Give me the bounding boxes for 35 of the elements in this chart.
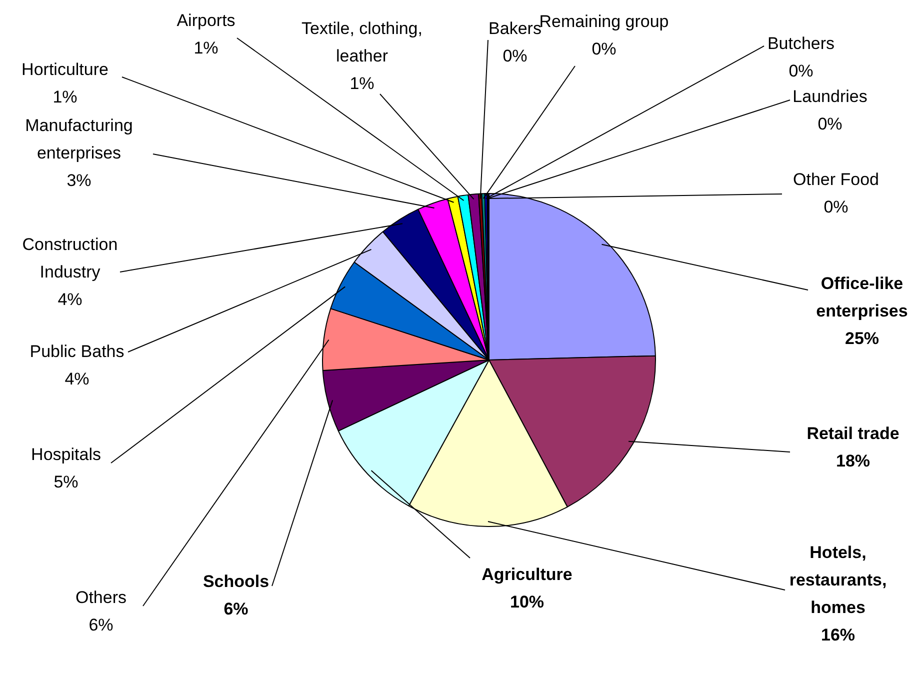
data-label: 1% (350, 74, 374, 94)
slice-label: Office-like enterprises (816, 274, 908, 321)
slice-label: Schools (202, 572, 270, 592)
data-label: 16% (820, 626, 856, 645)
data-label: 6% (88, 616, 114, 635)
slice-label: Other Food (793, 170, 879, 190)
data-label: 10% (510, 592, 544, 612)
data-label: 1% (52, 88, 78, 107)
slice-label: Textile, clothing, leather (302, 19, 422, 66)
data-label: 4% (58, 290, 82, 310)
slice-label: Airports (176, 11, 236, 30)
data-label: 5% (54, 472, 78, 492)
data-label: 0% (824, 198, 848, 217)
data-label: 4% (64, 370, 90, 389)
slice-label: Agriculture (482, 565, 572, 584)
data-label: 3% (66, 171, 92, 190)
slice-label: Bakers (488, 19, 542, 38)
slice-label: Hospitals (31, 445, 101, 464)
slice-label: Manufacturing enterprises (25, 116, 133, 163)
slice-label: Horticulture (22, 60, 108, 80)
data-label: 0% (788, 62, 814, 81)
data-label: 6% (224, 600, 248, 619)
slice-label: Public Baths (30, 342, 124, 362)
slice-label: Retail trade (806, 424, 900, 444)
slice-label: Butchers (767, 34, 835, 54)
data-label: 0% (502, 46, 528, 66)
data-label: 1% (194, 38, 218, 58)
slice-label: Hotels, restaurants, homes (789, 543, 887, 618)
slice-label: Construction Industry (22, 235, 118, 282)
data-label: 0% (818, 114, 842, 134)
data-label: 18% (836, 452, 870, 471)
slice-label: Laundries (792, 87, 868, 106)
data-label: 0% (592, 40, 616, 59)
data-label: 25% (844, 329, 880, 348)
slice-label: Others (75, 588, 127, 608)
